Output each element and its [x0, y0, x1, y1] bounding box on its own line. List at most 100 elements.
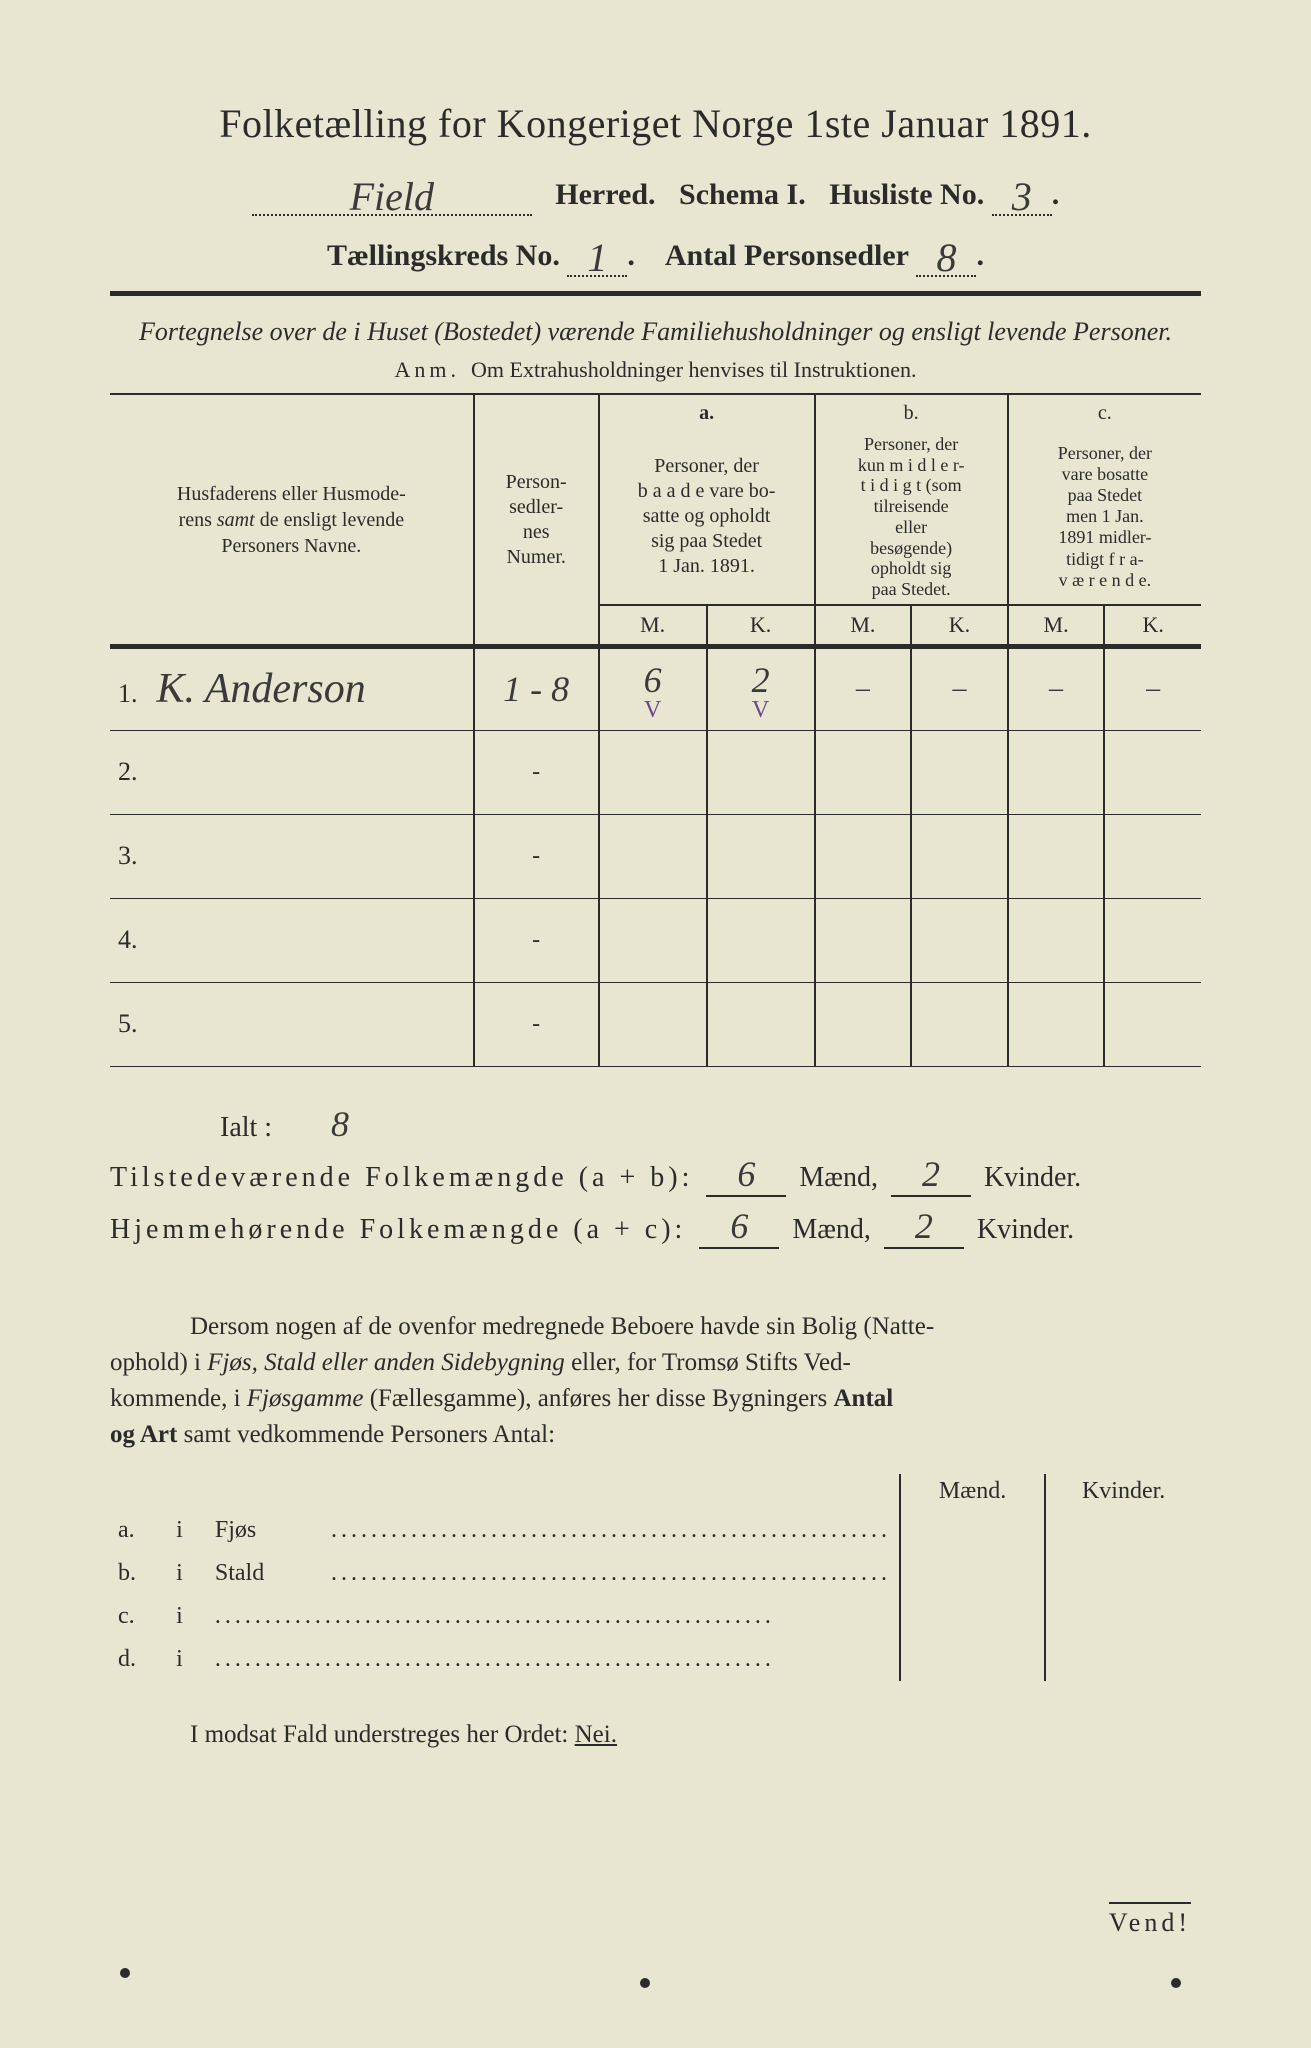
table-row: 3. - [110, 814, 1201, 898]
mk-b-m: M. [815, 605, 912, 647]
col-c-head: c. [1008, 395, 1201, 430]
bygn-row-d: d. i [110, 1638, 1201, 1681]
anm-text: Om Extrahusholdninger henvises til Instr… [471, 357, 916, 382]
row-num: 5. [118, 1009, 146, 1039]
vmark-icon: V [601, 701, 705, 720]
tilstede-label: Tilstedeværende Folkemængde (a + b): [110, 1162, 693, 1193]
kreds-value: 1 [587, 234, 607, 281]
herred-value: Field [350, 173, 434, 220]
bygn-label: Fjøs [207, 1509, 323, 1552]
row1-b-m: – [815, 646, 912, 730]
row-num: 3. [118, 841, 146, 871]
husliste-value: 3 [1012, 173, 1032, 220]
mk-a-k: K. [707, 605, 815, 647]
col-b-head: b. [815, 395, 1008, 430]
bygn-key: d. [110, 1638, 168, 1681]
bygn-dots [207, 1595, 900, 1638]
anm-prefix: Anm. [395, 357, 461, 382]
nei-word: Nei. [575, 1721, 617, 1748]
row1-numer: 1 - 8 [474, 646, 599, 730]
divider-heavy [110, 291, 1201, 296]
ialt-label: Ialt : [110, 1112, 310, 1144]
herred-label: Herred. [555, 178, 655, 211]
husliste-label: Husliste No. [829, 178, 984, 211]
mk-a-m: M. [599, 605, 707, 647]
tilstede-m: 6 [737, 1154, 755, 1194]
ink-spot-icon [640, 1978, 650, 1988]
hjemme-row: Hjemmehørende Folkemængde (a + c): 6 Mæn… [110, 1205, 1201, 1249]
kreds-label: Tællingskreds No. [327, 239, 560, 272]
col-b-text: Personer, derkun m i d l e r-t i d i g t… [815, 430, 1008, 605]
ialt-row: Ialt : 8 [110, 1103, 1201, 1145]
nei-text: I modsat Fald understreges her Ordet: [190, 1721, 568, 1748]
table-header-row-1: Husfaderens eller Husmode-rens samt de e… [110, 395, 1201, 430]
nei-line: I modsat Fald understreges her Ordet: Ne… [110, 1721, 1201, 1749]
vend-label: Vend! [1109, 1902, 1191, 1938]
col-a-head: a. [599, 395, 815, 430]
vmark-icon: V [709, 701, 813, 720]
row3-numer: - [474, 814, 599, 898]
row-num: 4. [118, 925, 146, 955]
row2-numer: - [474, 730, 599, 814]
mk-c-m: M. [1008, 605, 1105, 647]
maend-word: Mænd, [792, 1214, 871, 1245]
row-num: 1. [118, 679, 146, 709]
ink-spot-icon [1171, 1978, 1181, 1988]
buildings-table: Mænd. Kvinder. a. i Fjøs b. i Stald c. i… [110, 1474, 1201, 1681]
row1-b-k: – [911, 646, 1008, 730]
totals-block: Ialt : 8 Tilstedeværende Folkemængde (a … [110, 1103, 1201, 1249]
bygn-i: i [168, 1552, 207, 1595]
page-title: Folketælling for Kongeriget Norge 1ste J… [110, 100, 1201, 147]
hjemme-m: 6 [730, 1206, 748, 1246]
col-a-text: Personer, derb a a d e vare bo-satte og … [599, 430, 815, 605]
bygn-i: i [168, 1509, 207, 1552]
ialt-value: 8 [331, 1104, 349, 1144]
antal-value: 8 [936, 234, 956, 281]
bygn-head-k: Kvinder. [1045, 1474, 1201, 1509]
main-table: Husfaderens eller Husmode-rens samt de e… [110, 395, 1201, 1067]
kvinder-word: Kvinder. [984, 1162, 1081, 1193]
subtitle: Fortegnelse over de i Huset (Bostedet) v… [110, 314, 1201, 349]
tilstede-k: 2 [922, 1154, 940, 1194]
tilstede-row: Tilstedeværende Folkemængde (a + b): 6 M… [110, 1153, 1201, 1197]
bygn-row-a: a. i Fjøs [110, 1509, 1201, 1552]
bygn-row-b: b. i Stald [110, 1552, 1201, 1595]
header-line-1: Field Herred. Schema I. Husliste No. 3. [110, 167, 1201, 216]
mk-c-k: K. [1104, 605, 1201, 647]
table-row: 1. K. Anderson 1 - 8 6V 2V – – – – [110, 646, 1201, 730]
table-row: 2. - [110, 730, 1201, 814]
bygn-row-c: c. i [110, 1595, 1201, 1638]
antal-label: Antal Personsedler [665, 239, 909, 272]
row1-name: K. Anderson [157, 666, 366, 712]
row1-a-m: 6V [599, 646, 707, 730]
col-c-text: Personer, dervare bosattepaa Stedetmen 1… [1008, 430, 1201, 605]
mk-b-k: K. [911, 605, 1008, 647]
bygn-key: c. [110, 1595, 168, 1638]
header-line-2: Tællingskreds No. 1. Antal Personsedler … [110, 228, 1201, 277]
col-names-header: Husfaderens eller Husmode-rens samt de e… [110, 395, 474, 646]
bygn-i: i [168, 1595, 207, 1638]
bygn-label: Stald [207, 1552, 323, 1595]
bygn-dots [323, 1552, 900, 1595]
bygn-dots [323, 1509, 900, 1552]
census-form-page: Folketælling for Kongeriget Norge 1ste J… [0, 0, 1311, 2048]
bygn-dots [207, 1638, 900, 1681]
row1-name-cell: 1. K. Anderson [110, 646, 474, 730]
row4-numer: - [474, 898, 599, 982]
bygn-i: i [168, 1638, 207, 1681]
maend-word: Mænd, [799, 1162, 878, 1193]
bygn-head-m: Mænd. [900, 1474, 1045, 1509]
instruction-paragraph: Dersom nogen af de ovenfor medregnede Be… [110, 1309, 1201, 1454]
row1-c-m: – [1008, 646, 1105, 730]
kvinder-word: Kvinder. [977, 1214, 1074, 1245]
bygn-header-row: Mænd. Kvinder. [110, 1474, 1201, 1509]
table-row: 4. - [110, 898, 1201, 982]
bygn-key: b. [110, 1552, 168, 1595]
anm-line: Anm. Om Extrahusholdninger henvises til … [110, 357, 1201, 383]
col-numer-header: Person-sedler-nesNumer. [474, 395, 599, 646]
table-row: 5. - [110, 982, 1201, 1066]
ink-spot-icon [120, 1968, 130, 1978]
row1-a-k: 2V [707, 646, 815, 730]
bygn-key: a. [110, 1509, 168, 1552]
hjemme-label: Hjemmehørende Folkemængde (a + c): [110, 1214, 686, 1245]
